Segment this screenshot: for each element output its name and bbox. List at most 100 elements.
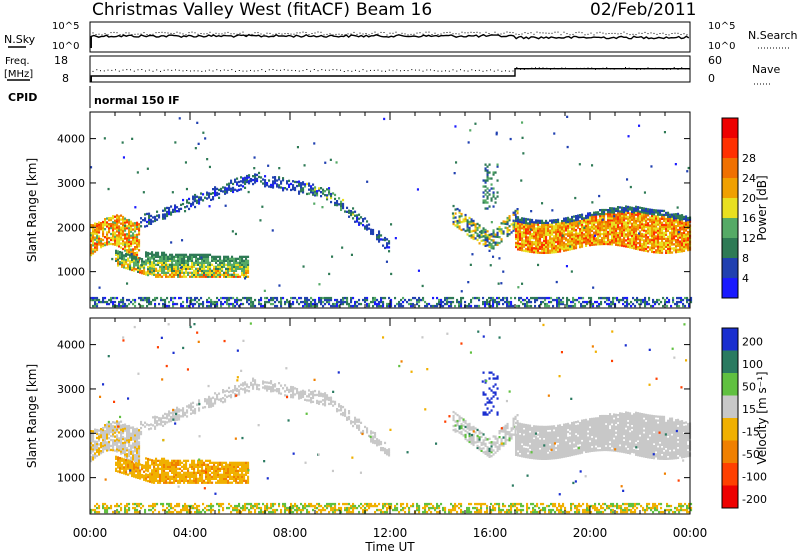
echo-cell: [647, 224, 650, 227]
echo-cell: [635, 211, 638, 214]
echo-cell: [541, 221, 544, 224]
echo-cell: [106, 300, 109, 304]
echo-cell: [629, 232, 632, 235]
echo-cell: [136, 245, 139, 248]
echo-cell: [685, 217, 688, 220]
echo-cell: [366, 220, 369, 223]
echo-cell: [125, 464, 128, 468]
echo-cell: [211, 273, 214, 276]
echo-cell: [138, 296, 141, 300]
nave-point: [640, 68, 641, 70]
echo-cell: [276, 185, 279, 188]
echo-cell: [236, 302, 239, 306]
echo-cell: [643, 207, 646, 210]
echo-cell: [553, 219, 556, 222]
nave-point: [231, 69, 233, 71]
echo-cell: [139, 473, 142, 476]
echo-cell: [223, 263, 226, 266]
echo-cell: [452, 222, 455, 226]
echo-cell: [637, 208, 640, 211]
echo-cell: [665, 221, 668, 225]
nave-point: [171, 69, 173, 71]
echo-cell: [680, 300, 683, 304]
echo-cell: [466, 225, 469, 228]
echo-cell: [555, 248, 558, 252]
echo-cell: [572, 298, 575, 302]
echo-cell: [632, 302, 635, 306]
echo-cell: [330, 304, 333, 308]
echo-cell: [117, 252, 120, 255]
echo-cell: [221, 273, 224, 276]
echo-cell: [613, 239, 616, 242]
echo-cell: [597, 227, 600, 230]
nave-point: [130, 69, 131, 71]
echo-cell: [110, 428, 113, 432]
echo-cell: [535, 237, 538, 240]
echo-cell: [114, 233, 117, 236]
echo-cell: [631, 244, 634, 247]
echo-cell: [169, 255, 172, 258]
echo-cell: [653, 219, 656, 222]
noise-search-point: [314, 32, 316, 34]
echo-cell: [494, 233, 497, 236]
echo-cell: [579, 224, 582, 227]
echo-cell: [179, 266, 182, 269]
echo-cell: [543, 241, 546, 244]
echo-cell: [647, 228, 650, 231]
echo-cell: [193, 273, 196, 276]
echo-cell: [623, 236, 626, 240]
echo-cell: [298, 190, 301, 193]
echo-cell: [270, 183, 273, 187]
echo-cell: [248, 298, 251, 302]
echo-cell: [106, 241, 109, 244]
echo-cell: [639, 224, 642, 227]
echo-cell: [589, 238, 592, 241]
echo-cell: [130, 240, 133, 243]
noise-search-point: [143, 32, 145, 34]
echo-cell: [260, 296, 263, 300]
echo-cell: [579, 238, 582, 241]
echo-cell: [360, 222, 363, 225]
echo-cell: [547, 225, 550, 228]
echo-cell: [685, 233, 688, 236]
echo-cell: [133, 257, 136, 260]
nave-point: [632, 68, 634, 69]
echo-cell: [282, 187, 285, 190]
echo-cell: [104, 228, 107, 231]
echo-cell: [92, 454, 95, 457]
echo-cell: [96, 234, 99, 238]
echo-cell: [348, 211, 351, 214]
echo-cell: [121, 257, 124, 260]
echo-cell: [128, 450, 131, 454]
echo-cell: [132, 452, 135, 455]
nave-point: [430, 69, 431, 71]
echo-cell: [229, 265, 232, 268]
echo-cell: [128, 248, 131, 252]
echo-cell: [617, 235, 620, 239]
echo-cell: [521, 231, 524, 234]
echo-cell: [106, 435, 109, 438]
echo-cell: [141, 266, 144, 269]
echo-cell: [312, 183, 315, 186]
echo-cell: [571, 227, 574, 231]
echo-cell: [577, 240, 580, 243]
echo-cell: [164, 300, 167, 304]
echo-cell: [164, 298, 167, 302]
echo-cell: [372, 300, 375, 304]
echo-cell: [653, 241, 656, 244]
echo-cell: [635, 205, 638, 208]
echo-cell: [162, 217, 165, 220]
echo-cell: [612, 302, 615, 306]
echo-cell: [149, 266, 152, 269]
echo-cell: [590, 300, 593, 304]
echo-cell: [677, 231, 680, 234]
noise-search-point: [674, 32, 676, 34]
echo-cell: [677, 234, 680, 238]
echo-cell: [116, 424, 119, 427]
echo-cell: [468, 220, 471, 224]
echo-cell: [639, 216, 642, 219]
echo-cell: [556, 296, 559, 300]
echo-cell: [543, 227, 546, 231]
echo-cell: [118, 302, 121, 306]
echo-cell: [561, 224, 564, 227]
